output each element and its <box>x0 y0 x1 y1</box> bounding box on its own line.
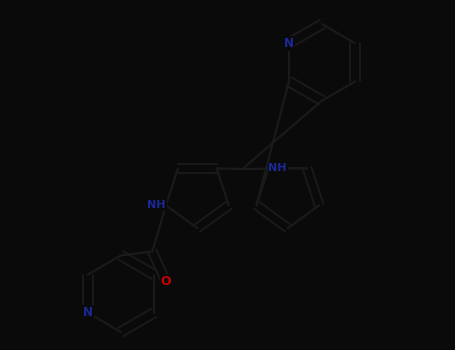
Text: N: N <box>83 306 93 319</box>
Text: NH: NH <box>268 163 287 174</box>
Text: NH: NH <box>147 200 166 210</box>
Text: N: N <box>284 37 294 50</box>
Text: O: O <box>161 275 171 288</box>
